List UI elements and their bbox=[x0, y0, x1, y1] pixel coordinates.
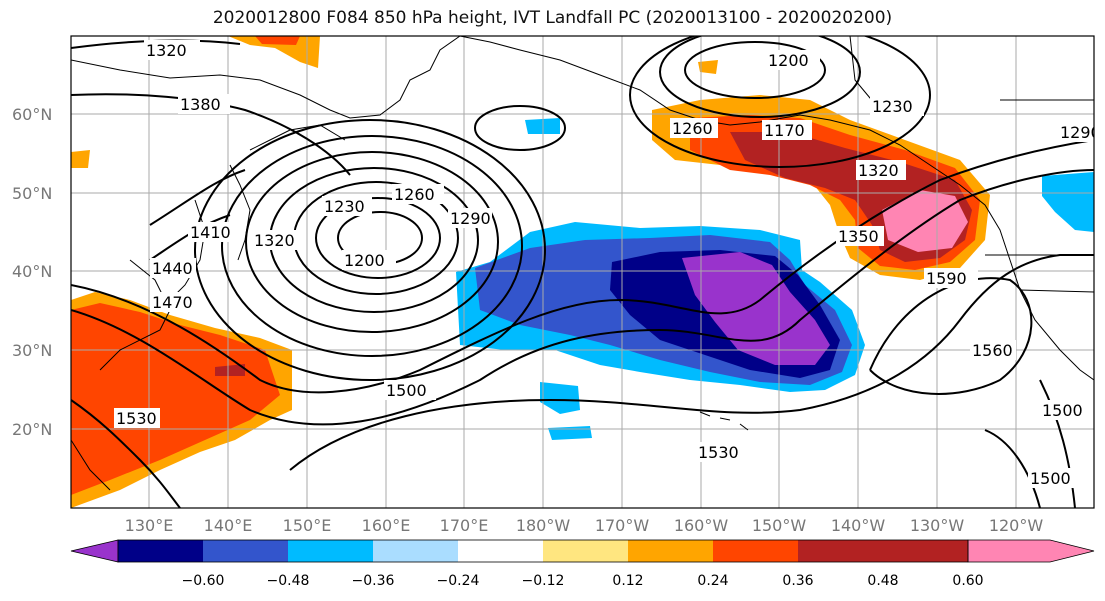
colorbar-tick-label: 0.36 bbox=[782, 573, 813, 589]
contour-label: 1200 bbox=[768, 51, 809, 70]
colorbar-segment bbox=[628, 540, 713, 562]
colorbar-extend-low bbox=[70, 539, 119, 563]
colorbar-tick-label: −0.24 bbox=[437, 573, 480, 589]
lon-label: 170°W bbox=[595, 516, 650, 535]
contour-label: 1500 bbox=[1030, 469, 1071, 488]
colorbar-segment bbox=[713, 540, 798, 562]
colorbar-tick-label: 0.12 bbox=[612, 573, 643, 589]
colorbar-segment bbox=[203, 540, 288, 562]
lat-label: 30°N bbox=[12, 341, 52, 360]
contour-label: 1530 bbox=[116, 409, 157, 428]
contour-label: 1290 bbox=[1060, 123, 1101, 142]
colorbar: −0.60 −0.48 −0.36 −0.24 −0.12 0.12 0.24 … bbox=[70, 539, 1095, 589]
contour-label: 1350 bbox=[838, 227, 879, 246]
colorbar-tick-label: −0.12 bbox=[522, 573, 565, 589]
contour-label: 1500 bbox=[386, 381, 427, 400]
colorbar-ticks: −0.60 −0.48 −0.36 −0.24 −0.12 0.12 0.24 … bbox=[182, 573, 984, 589]
contour-label: 1470 bbox=[152, 293, 193, 312]
contour-label: 1260 bbox=[672, 119, 713, 138]
lon-label: 140°W bbox=[831, 516, 886, 535]
lon-label: 180°W bbox=[516, 516, 571, 535]
colorbar-extend-high bbox=[967, 539, 1095, 563]
contour-label: 1590 bbox=[926, 269, 967, 288]
contour-label: 1230 bbox=[324, 197, 365, 216]
contour-label: 1260 bbox=[394, 185, 435, 204]
contour-label: 1500 bbox=[1042, 401, 1083, 420]
contour-label: 1320 bbox=[254, 231, 295, 250]
contour-label: 1200 bbox=[344, 251, 385, 270]
lat-label: 50°N bbox=[12, 184, 52, 203]
colorbar-tick-label: −0.48 bbox=[267, 573, 310, 589]
colorbar-segment bbox=[883, 540, 968, 562]
colorbar-segment bbox=[118, 540, 203, 562]
colorbar-tick-label: −0.36 bbox=[352, 573, 395, 589]
map-frame bbox=[70, 35, 1095, 509]
graticule bbox=[71, 36, 1094, 508]
contour-label: 1170 bbox=[764, 121, 805, 140]
lon-label: 120°W bbox=[989, 516, 1044, 535]
lon-label: 160°E bbox=[362, 516, 411, 535]
map-title: 2020012800 F084 850 hPa height, IVT Land… bbox=[212, 8, 893, 28]
colorbar-segment bbox=[798, 540, 883, 562]
map-area: 1320 1380 1200 1170 1260 1230 1290 1410 … bbox=[71, 36, 1101, 508]
lon-label: 130°E bbox=[125, 516, 174, 535]
lon-label: 130°W bbox=[910, 516, 965, 535]
contour-label: 1530 bbox=[698, 443, 739, 462]
contour-labels: 1320 1380 1200 1170 1260 1230 1290 1410 … bbox=[114, 40, 1101, 488]
colorbar-tick-label: −0.60 bbox=[182, 573, 225, 589]
height-contours bbox=[71, 36, 1094, 508]
lon-label: 140°E bbox=[204, 516, 253, 535]
lat-label: 20°N bbox=[12, 420, 52, 439]
contour-label: 1230 bbox=[872, 97, 913, 116]
contour-label: 1410 bbox=[190, 223, 231, 242]
contour-label: 1380 bbox=[180, 95, 221, 114]
contour-label: 1320 bbox=[858, 161, 899, 180]
lon-label: 160°W bbox=[674, 516, 729, 535]
lon-label: 150°E bbox=[283, 516, 332, 535]
colorbar-segment bbox=[543, 540, 628, 562]
latitude-labels: 60°N 50°N 40°N 30°N 20°N bbox=[12, 105, 52, 439]
colorbar-segment bbox=[373, 540, 458, 562]
lon-label: 150°W bbox=[752, 516, 807, 535]
colorbar-segment bbox=[458, 540, 543, 562]
lon-label: 170°E bbox=[440, 516, 489, 535]
contour-label: 1440 bbox=[152, 259, 193, 278]
colorbar-tick-label: 0.24 bbox=[697, 573, 728, 589]
colorbar-segment bbox=[288, 540, 373, 562]
longitude-labels: 130°E 140°E 150°E 160°E 170°E 180°W 170°… bbox=[125, 516, 1044, 535]
contour-label: 1290 bbox=[450, 209, 491, 228]
colorbar-tick-label: 0.48 bbox=[867, 573, 898, 589]
contour-label: 1320 bbox=[146, 41, 187, 60]
lat-label: 60°N bbox=[12, 105, 52, 124]
colorbar-tick-label: 0.60 bbox=[952, 573, 983, 589]
lat-label: 40°N bbox=[12, 262, 52, 281]
contour-label: 1560 bbox=[972, 341, 1013, 360]
